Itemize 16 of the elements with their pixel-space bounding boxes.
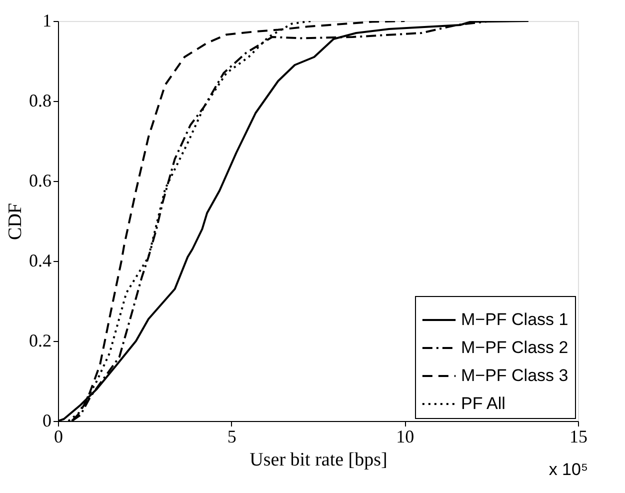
x-tick-label: 5 <box>227 426 236 446</box>
x-tick-label: 10 <box>396 426 414 446</box>
y-tick-label: 1 <box>42 10 52 30</box>
legend-label: M−PF Class 1 <box>461 310 568 329</box>
y-tick-label: 0.8 <box>29 90 52 110</box>
y-tick-label: 0 <box>42 410 52 430</box>
x-tick-label: 15 <box>570 426 588 446</box>
y-tick-label: 0.4 <box>29 250 52 270</box>
text: x 10⁵ <box>548 460 588 479</box>
legend-label: PF All <box>461 394 506 413</box>
y-tick-label: 0.6 <box>29 170 52 190</box>
legend-label: M−PF Class 2 <box>461 338 568 357</box>
x-axis-title: User bit rate [bps] <box>250 450 388 470</box>
y-axis-title: CDF <box>5 203 26 240</box>
legend-label: M−PF Class 3 <box>461 366 568 385</box>
y-tick-label: 0.2 <box>29 330 52 350</box>
